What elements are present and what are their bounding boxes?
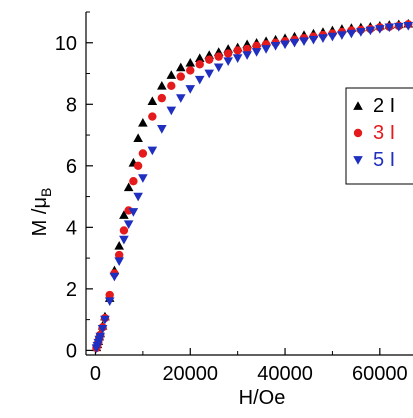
- legend-marker: [353, 156, 363, 165]
- data-point: [166, 106, 177, 116]
- data-point: [194, 75, 205, 85]
- data-point: [123, 220, 134, 230]
- data-point: [346, 29, 357, 39]
- x-tick-label: 60000: [352, 363, 408, 385]
- data-point: [223, 49, 233, 58]
- data-point: [114, 250, 124, 260]
- data-point: [157, 125, 167, 134]
- data-point: [185, 57, 196, 67]
- data-point: [384, 23, 395, 33]
- data-point: [299, 37, 309, 47]
- data-point: [175, 62, 186, 72]
- x-tick-label: 20000: [162, 363, 218, 385]
- data-point: [213, 63, 224, 73]
- data-point: [233, 46, 242, 55]
- data-point: [308, 35, 319, 45]
- series-layer: [91, 18, 413, 354]
- data-point: [185, 85, 196, 94]
- y-axis-label-main: M /μ: [29, 197, 51, 236]
- legend: 2 I 3 I 5 I: [345, 87, 413, 185]
- data-point: [100, 315, 110, 325]
- data-point: [194, 53, 205, 62]
- data-point: [232, 54, 243, 63]
- series-3: [91, 22, 413, 354]
- data-point: [97, 325, 108, 334]
- data-point: [128, 208, 139, 217]
- data-point: [104, 297, 115, 306]
- data-point: [318, 34, 328, 43]
- data-point: [133, 192, 143, 202]
- legend-label: 2 I: [373, 95, 395, 117]
- data-point: [175, 94, 186, 103]
- data-point: [114, 257, 124, 266]
- data-point: [148, 112, 157, 121]
- data-point: [403, 22, 413, 31]
- data-point: [176, 72, 185, 81]
- data-point: [375, 25, 385, 34]
- data-point: [138, 117, 148, 127]
- x-tick-label: 40000: [257, 363, 313, 385]
- legend-label: 3 I: [373, 122, 395, 144]
- data-point: [133, 133, 143, 142]
- data-point: [289, 38, 300, 48]
- data-point: [109, 272, 120, 282]
- legend-marker: [353, 101, 363, 110]
- data-point: [95, 332, 106, 342]
- data-point: [270, 41, 281, 51]
- data-point: [252, 41, 261, 51]
- y-axis-label-subscript: B: [38, 188, 54, 197]
- data-point: [205, 55, 214, 64]
- axes-layer: 0 2 4 6 8 10 0 20000 40000 60000: [55, 11, 413, 385]
- data-point: [138, 149, 148, 158]
- data-point: [214, 52, 223, 61]
- x-axis-label: H/Oe: [239, 387, 286, 409]
- data-point: [157, 81, 167, 90]
- data-point: [147, 146, 158, 156]
- legend-label: 5 I: [373, 149, 395, 171]
- data-point: [147, 96, 158, 106]
- data-point: [123, 182, 134, 192]
- y-tick-label: 6: [66, 156, 77, 178]
- data-point: [356, 28, 366, 37]
- data-point: [119, 226, 129, 235]
- x-tick-label: 0: [90, 363, 101, 385]
- y-tick-label: 4: [66, 217, 77, 239]
- y-tick-label: 8: [66, 94, 77, 116]
- data-point: [223, 57, 233, 67]
- data-point: [105, 290, 114, 300]
- data-point: [195, 60, 204, 69]
- data-point: [327, 32, 338, 42]
- data-point: [138, 174, 148, 183]
- data-point: [365, 26, 376, 36]
- data-point: [114, 240, 124, 250]
- legend-marker: [353, 128, 363, 138]
- data-point: [186, 66, 195, 75]
- data-point: [280, 40, 290, 50]
- data-point: [393, 22, 404, 32]
- data-point: [129, 176, 138, 186]
- data-point: [133, 161, 143, 171]
- data-point: [119, 235, 129, 245]
- data-point: [166, 70, 177, 79]
- data-point: [242, 51, 252, 60]
- data-point: [261, 45, 271, 54]
- data-point: [119, 210, 129, 219]
- legend-items: 2 I 3 I 5 I: [353, 95, 395, 171]
- data-point: [251, 48, 262, 57]
- y-tick-label: 0: [66, 340, 77, 362]
- data-point: [242, 44, 252, 54]
- data-point: [337, 31, 347, 40]
- y-axis-label: M /μB: [29, 188, 54, 237]
- data-point: [204, 69, 215, 79]
- y-tick-label: 10: [55, 33, 77, 55]
- y-tick-label: 2: [66, 279, 77, 301]
- data-point: [167, 81, 176, 91]
- data-point: [157, 93, 167, 103]
